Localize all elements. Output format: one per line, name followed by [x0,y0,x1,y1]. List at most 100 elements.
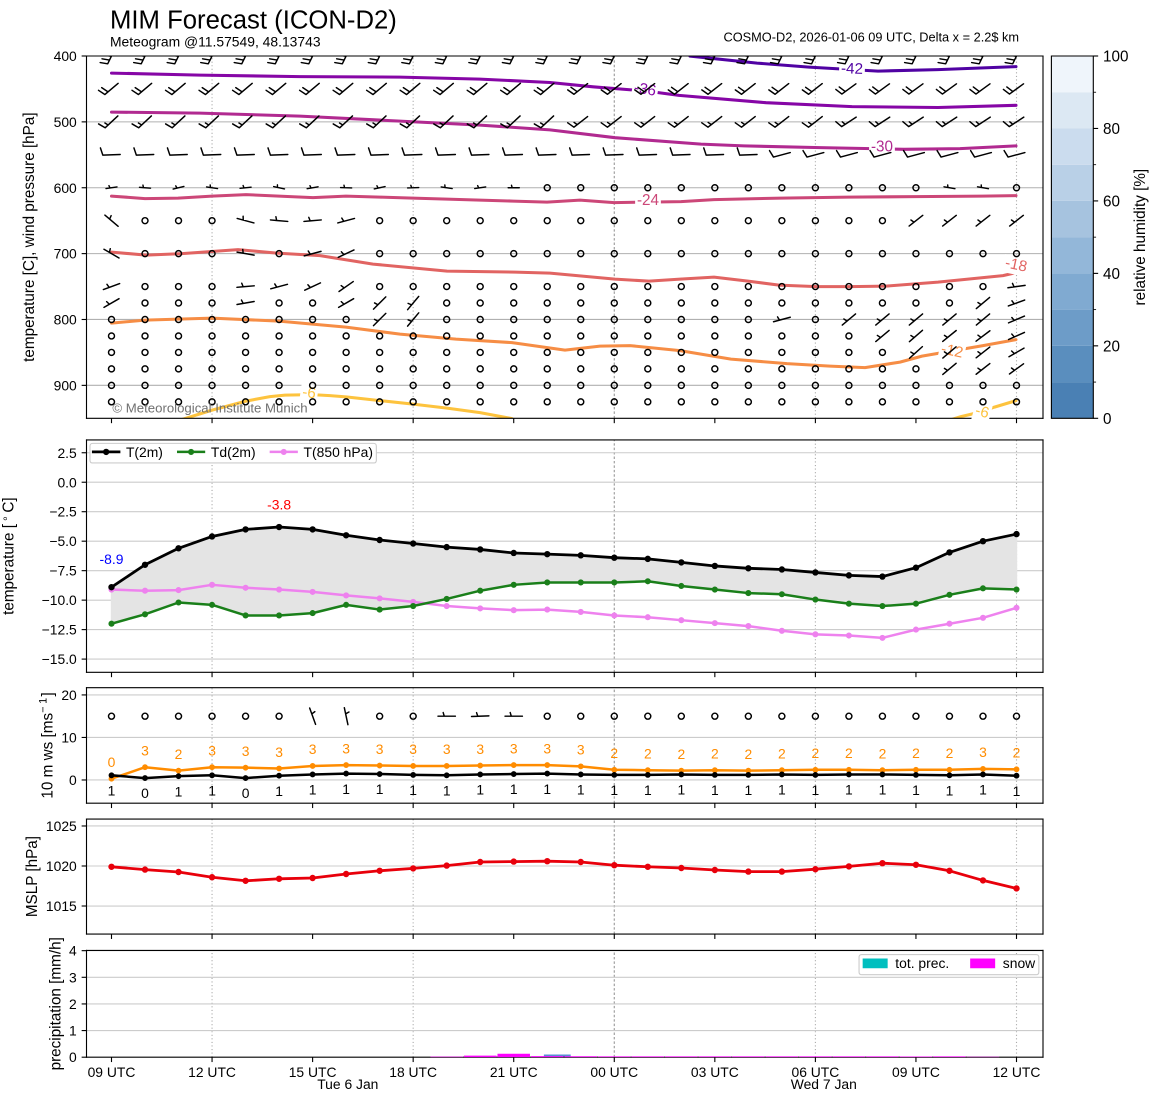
svg-text:0: 0 [69,1049,77,1065]
svg-text:80: 80 [1103,121,1120,138]
svg-text:COSMO-D2, 2026-01-06 09 UTC, D: COSMO-D2, 2026-01-06 09 UTC, Delta x = 2… [724,29,1020,44]
svg-text:tot. prec.: tot. prec. [895,955,949,971]
svg-text:-42: -42 [841,60,864,78]
svg-text:Tue 6 Jan: Tue 6 Jan [317,1076,378,1092]
svg-text:1: 1 [946,782,954,798]
svg-text:1: 1 [476,782,484,798]
svg-text:1: 1 [443,782,451,798]
svg-text:400: 400 [54,48,77,64]
svg-text:1: 1 [208,782,216,798]
svg-text:3: 3 [443,741,451,757]
svg-text:2: 2 [912,745,920,761]
svg-text:3: 3 [208,743,216,759]
svg-text:1: 1 [275,783,283,799]
svg-text:3: 3 [376,741,384,757]
svg-text:1: 1 [778,782,786,798]
svg-text:4: 4 [69,943,77,959]
svg-text:1: 1 [510,781,518,797]
svg-text:60: 60 [1103,193,1120,210]
svg-text:temperature [C], wind pressure: temperature [C], wind pressure [hPa] [21,112,38,361]
svg-text:2: 2 [69,996,77,1012]
svg-text:3: 3 [577,742,585,758]
svg-text:1: 1 [309,782,317,798]
svg-text:15 UTC: 15 UTC [289,1064,337,1080]
svg-text:2: 2 [744,746,752,762]
svg-text:2: 2 [845,745,853,761]
svg-text:2: 2 [610,745,618,761]
svg-text:t e m p: t e m p e r a t u r e [ C ] ∘ [0,491,19,615]
svg-text:2: 2 [879,745,887,761]
svg-text:21 UTC: 21 UTC [490,1064,538,1080]
svg-text:Td(2m): Td(2m) [211,444,256,460]
svg-text:-6: -6 [973,402,991,422]
svg-text:3: 3 [69,969,77,985]
svg-text:-24: -24 [637,192,660,209]
svg-text:relative humidity [%]: relative humidity [%] [1132,169,1149,306]
svg-text:1015: 1015 [46,898,77,914]
svg-text:T(2m): T(2m) [126,444,163,460]
svg-text:3: 3 [141,743,149,759]
svg-text:Wed 7 Jan: Wed 7 Jan [791,1076,857,1092]
svg-text:2: 2 [175,746,183,762]
svg-text:3: 3 [309,741,317,757]
svg-text:2: 2 [1013,745,1021,761]
svg-text:10: 10 [61,729,77,745]
svg-text:09 UTC: 09 UTC [88,1064,136,1080]
svg-text:snow: snow [1003,955,1036,971]
svg-text:3: 3 [342,740,350,756]
svg-text:20: 20 [61,687,77,703]
svg-text:MSLP [hPa]: MSLP [hPa] [24,836,41,917]
svg-text:1: 1 [108,782,116,798]
svg-text:1: 1 [342,781,350,797]
svg-text:2: 2 [711,745,719,761]
svg-text:1 0 m: 1 0 m w s [ m s ] − 1 [26,686,57,799]
svg-text:-18: -18 [1004,254,1029,275]
svg-text:1: 1 [677,782,685,798]
svg-text:1: 1 [744,782,752,798]
svg-text:1025: 1025 [46,818,77,834]
svg-text:700: 700 [54,246,77,262]
svg-text:1: 1 [577,782,585,798]
svg-text:2: 2 [644,745,652,761]
svg-text:1: 1 [812,782,820,798]
svg-text:2: 2 [677,746,685,762]
svg-text:−2.5: −2.5 [49,504,77,520]
svg-text:12 UTC: 12 UTC [993,1064,1041,1080]
svg-text:1: 1 [69,1023,77,1039]
svg-text:0.0: 0.0 [57,474,77,490]
svg-text:1: 1 [610,782,618,798]
svg-text:3: 3 [510,740,518,756]
svg-text:0: 0 [108,754,116,770]
svg-text:1: 1 [644,782,652,798]
svg-text:3: 3 [979,744,987,760]
svg-text:2: 2 [778,745,786,761]
svg-text:0: 0 [1103,411,1111,428]
svg-text:40: 40 [1103,266,1120,283]
svg-text:precipitation [mm/h]: precipitation [mm/h] [47,937,64,1070]
svg-text:1: 1 [979,782,987,798]
svg-text:1: 1 [845,782,853,798]
svg-text:0: 0 [141,785,149,801]
svg-text:-36: -36 [633,79,658,100]
svg-text:0: 0 [242,785,250,801]
svg-text:0: 0 [69,772,77,788]
svg-text:-3.8: -3.8 [267,496,291,512]
svg-text:T(850 hPa): T(850 hPa) [304,444,373,460]
svg-text:1: 1 [409,782,417,798]
svg-text:-30: -30 [871,139,893,156]
svg-text:2.5: 2.5 [57,445,77,461]
svg-text:−15.0: −15.0 [42,651,77,667]
svg-text:06 UTC: 06 UTC [791,1064,839,1080]
svg-text:-8.9: -8.9 [100,551,124,567]
svg-text:−10.0: −10.0 [42,592,77,608]
svg-text:600: 600 [54,180,77,196]
svg-text:3: 3 [543,740,551,756]
svg-text:100: 100 [1103,49,1128,66]
svg-text:−12.5: −12.5 [42,622,77,638]
svg-text:MIM Forecast (ICON-D2): MIM Forecast (ICON-D2) [110,7,397,35]
svg-text:1: 1 [711,782,719,798]
svg-text:Meteogram @11.57549, 48.13743: Meteogram @11.57549, 48.13743 [110,34,321,50]
svg-text:© Meteorological Institute Mun: © Meteorological Institute Munich [112,401,307,416]
svg-text:2: 2 [946,745,954,761]
svg-text:03 UTC: 03 UTC [691,1064,739,1080]
